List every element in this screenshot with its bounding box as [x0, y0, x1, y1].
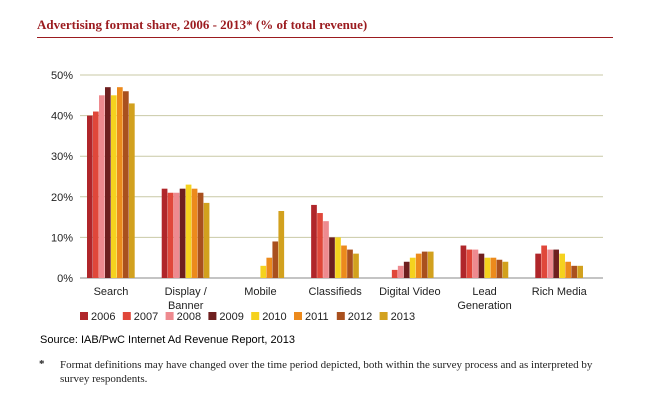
- bar-2011: [117, 87, 123, 279]
- legend-swatch-2010: [251, 312, 260, 320]
- legend-label: 2007: [134, 311, 158, 323]
- y-tick-label: 50%: [51, 70, 73, 82]
- legend-label: 2008: [177, 311, 201, 323]
- bar-2011: [415, 253, 422, 278]
- bars: [87, 87, 583, 279]
- bar-2009: [403, 261, 410, 278]
- bar-2011: [191, 188, 198, 278]
- legend-label: 2009: [219, 311, 243, 323]
- bar-2007: [466, 249, 473, 278]
- x-category-label: Generation: [457, 300, 511, 312]
- bar-2006: [460, 245, 467, 278]
- bar-2012: [347, 249, 353, 278]
- bar-2012: [421, 251, 428, 278]
- x-category-label: Mobile: [244, 286, 276, 298]
- bar-2008: [547, 249, 553, 278]
- bar-2010: [409, 257, 416, 278]
- bar-2013: [577, 265, 583, 278]
- legend-label: 2012: [348, 311, 372, 323]
- x-category-label: Search: [94, 286, 129, 298]
- bar-2011: [341, 245, 347, 278]
- bar-2013: [502, 261, 509, 278]
- bar-2006: [161, 188, 168, 278]
- legend-label: 2006: [91, 311, 115, 323]
- bar-2009: [329, 237, 335, 278]
- bar-2007: [93, 111, 99, 278]
- title-divider: [37, 37, 613, 38]
- bar-2008: [173, 192, 180, 278]
- legend-label: 2013: [391, 311, 415, 323]
- bar-2012: [123, 91, 129, 279]
- bar-2013: [427, 251, 434, 278]
- bar-2008: [323, 221, 329, 278]
- bar-2007: [391, 269, 398, 278]
- y-tick-label: 40%: [51, 111, 73, 123]
- bar-2010: [335, 237, 341, 278]
- bar-2012: [571, 265, 577, 278]
- legend-swatch-2008: [165, 312, 174, 320]
- bar-2012: [272, 241, 279, 278]
- x-category-label: Display /: [165, 286, 208, 298]
- bar-2009: [179, 188, 186, 278]
- bar-2008: [472, 249, 479, 278]
- bar-2012: [496, 259, 503, 278]
- bar-2013: [353, 253, 359, 278]
- bar-2010: [559, 253, 565, 278]
- legend-swatch-2006: [80, 312, 88, 320]
- bar-2010: [484, 257, 491, 278]
- bar-2011: [490, 257, 497, 278]
- legend-label: 2010: [262, 311, 286, 323]
- x-category-label: Lead: [472, 286, 496, 298]
- legend-label: 2011: [305, 311, 329, 323]
- x-category-label: Banner: [168, 300, 204, 312]
- bar-2009: [105, 87, 111, 279]
- x-category-label: Digital Video: [379, 286, 441, 298]
- x-axis-labels: Search Display / Banner Mobile Classifieds Di…: [94, 286, 588, 312]
- bar-2010: [260, 265, 267, 278]
- bar-2013: [278, 211, 285, 278]
- chart-title: Advertising format share, 2006 - 2013* (…: [37, 17, 368, 32]
- legend-swatch-2009: [208, 312, 217, 320]
- bar-2007: [541, 245, 547, 278]
- legend: 2006 2007 2008 2009 2010 2011 2012 2013: [80, 311, 415, 323]
- legend-swatch-2007: [122, 312, 131, 320]
- bar-2013: [129, 103, 135, 278]
- footnote-text: Format definitions may have changed over…: [60, 359, 593, 385]
- legend-swatch-2013: [379, 312, 388, 320]
- y-tick-label: 20%: [51, 192, 73, 204]
- bar-2008: [397, 265, 404, 278]
- bar-2009: [478, 253, 485, 278]
- y-tick-label: 10%: [51, 232, 73, 244]
- bar-2006: [311, 204, 317, 278]
- bar-2010: [185, 184, 192, 278]
- legend-swatch-2012: [336, 312, 345, 320]
- source-note: Source: IAB/PwC Internet Ad Revenue Repo…: [40, 334, 295, 346]
- x-category-label: Classifieds: [309, 286, 363, 298]
- bar-2013: [203, 202, 210, 278]
- bar-2011: [266, 257, 273, 278]
- bar-2008: [99, 95, 105, 278]
- bar-2006: [87, 115, 93, 278]
- y-tick-label: 30%: [51, 151, 73, 163]
- bar-2007: [167, 192, 174, 278]
- bar-2011: [565, 261, 571, 278]
- bar-chart: 0% 10% 20% 30% 40% 50% Search Display / Banner M…: [51, 70, 603, 323]
- x-category-label: Rich Media: [532, 286, 588, 298]
- bar-2006: [535, 253, 541, 278]
- legend-swatch-2011: [294, 312, 302, 320]
- y-axis-ticks: 0% 10% 20% 30% 40% 50%: [51, 70, 73, 285]
- bar-2009: [553, 249, 559, 278]
- bar-2007: [317, 213, 323, 278]
- footnote-marker: *: [39, 358, 45, 370]
- bar-2010: [111, 95, 117, 278]
- y-tick-label: 0%: [57, 273, 73, 285]
- footnote: * Format definitions may have changed ov…: [39, 358, 602, 386]
- bar-2012: [197, 192, 204, 278]
